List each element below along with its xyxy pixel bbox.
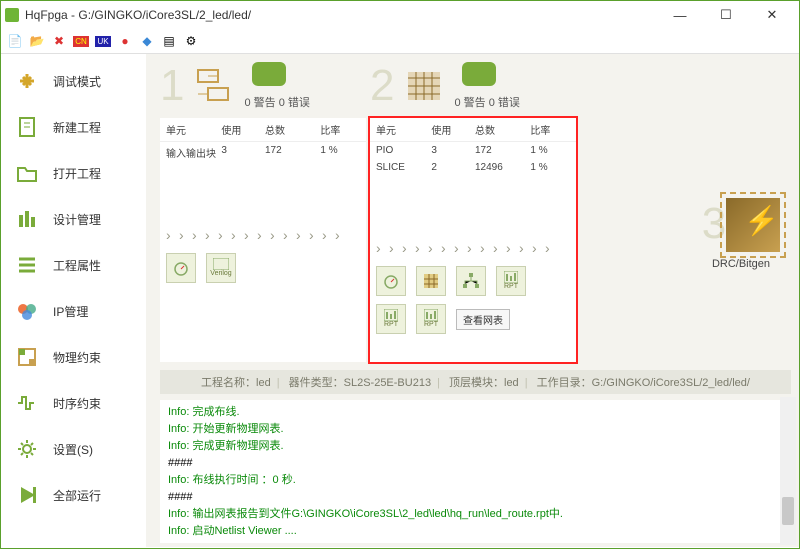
tb-doc-icon[interactable]: ▤ [161, 33, 177, 49]
panel-2: 单元使用总数比率 PIO31721 % SLICE2124961 % ›››››… [370, 118, 576, 362]
tb-flag-jp-icon[interactable]: ● [117, 33, 133, 49]
sidebar: 调试模式 新建工程 打开工程 设计管理 工程属性 IP管理 物理约束 时序约束 … [1, 54, 146, 547]
sidebar-item-openproj[interactable]: 打开工程 [1, 150, 146, 196]
log-line: Info: 完成更新物理网表. [168, 438, 783, 455]
stage1-icon [190, 64, 238, 108]
tb-new-icon[interactable]: 📄 [7, 33, 23, 49]
sidebar-item-debug[interactable]: 调试模式 [1, 58, 146, 104]
close-button[interactable]: ✕ [749, 1, 795, 29]
design-icon [15, 207, 39, 231]
stage-2: 2 0 警告 0 错误 单元使用总数比率 PIO31721 % SLICE212… [370, 60, 576, 362]
log-line: Info: 布线执行时间 ：0 秒. [168, 472, 783, 489]
sidebar-item-label: 设置(S) [53, 441, 93, 458]
minimize-button[interactable]: — [657, 1, 703, 29]
tb-open-icon[interactable]: 📂 [29, 33, 45, 49]
sidebar-item-label: 打开工程 [53, 165, 101, 182]
stage3-label: DRC/Bitgen [691, 258, 791, 270]
log-line: Info: 输出网表报告到文件G:\GINGKO\iCore3SL\2_led\… [168, 506, 783, 523]
tb-flag-uk-icon[interactable]: UK [95, 33, 111, 49]
tb-diamond-icon[interactable]: ◆ [139, 33, 155, 49]
divider-wave: ›››››››››››››› [370, 236, 576, 260]
panel-header: 单元使用总数比率 [160, 118, 366, 142]
toolbar: 📄 📂 ✖ CN UK ● ◆ ▤ ⚙ [1, 29, 799, 53]
sidebar-item-runall[interactable]: 全部运行 [1, 472, 146, 518]
ip-icon [15, 299, 39, 323]
sidebar-item-prop[interactable]: 工程属性 [1, 242, 146, 288]
log-line: Info: 开始更新物理网表. [168, 421, 783, 438]
log-line [168, 540, 783, 543]
stage-1: 1 0 警告 0 错误 单元使用总数比率 输入输出块31721 % ››››››… [160, 60, 366, 362]
openproj-icon [15, 161, 39, 185]
prop-icon [15, 253, 39, 277]
tool-tree-icon[interactable] [456, 266, 486, 296]
sidebar-item-ip[interactable]: IP管理 [1, 288, 146, 334]
scroll-thumb[interactable] [782, 497, 794, 525]
speech-bubble-icon: 0 警告 0 错误 [454, 62, 519, 110]
panel-1: 单元使用总数比率 输入输出块31721 % ›››››››››››››› Ver… [160, 118, 366, 362]
log-line: #### [168, 489, 783, 506]
debug-icon [15, 69, 39, 93]
sidebar-item-phys[interactable]: 物理约束 [1, 334, 146, 380]
table-row: PIO31721 % [370, 142, 576, 159]
stage-msg: 0 警告 0 错误 [244, 94, 309, 110]
stage-number: 1 [160, 64, 184, 108]
tool-rpt-icon[interactable]: RPT [416, 304, 446, 334]
status-bar: 工程名称：led| 器件类型：SL2S-25E-BU213| 顶层模块：led|… [160, 370, 791, 394]
sidebar-item-label: 时序约束 [53, 395, 101, 412]
log-line: Info: 启动Netlist Viewer .... [168, 523, 783, 540]
log-line: #### [168, 455, 783, 472]
tool-verilog-icon[interactable]: Verilog [206, 253, 236, 283]
timing-icon [15, 391, 39, 415]
table-row: 输入输出块31721 % [160, 142, 366, 163]
stage2-icon [400, 64, 448, 108]
tool-timer-icon[interactable] [166, 253, 196, 283]
stage-msg: 0 警告 0 错误 [454, 94, 519, 110]
title-bar: HqFpga - G:/GINGKO/iCore3SL/2_led/led/ —… [1, 1, 799, 29]
sidebar-item-label: 工程属性 [53, 257, 101, 274]
log-line: Info: 完成布线. [168, 404, 783, 421]
log-scrollbar[interactable] [780, 397, 796, 545]
tool-grid-icon[interactable] [416, 266, 446, 296]
table-row: SLICE2124961 % [370, 159, 576, 176]
phys-icon [15, 345, 39, 369]
main-area: 1 0 警告 0 错误 单元使用总数比率 输入输出块31721 % ››››››… [146, 54, 799, 547]
view-netlist-button[interactable]: 查看网表 [456, 309, 510, 330]
tb-gear-icon[interactable]: ⚙ [183, 33, 199, 49]
sidebar-item-timing[interactable]: 时序约束 [1, 380, 146, 426]
sidebar-item-label: 全部运行 [53, 487, 101, 504]
sidebar-item-label: 物理约束 [53, 349, 101, 366]
sidebar-item-design[interactable]: 设计管理 [1, 196, 146, 242]
sidebar-item-label: 调试模式 [53, 73, 101, 90]
settings-icon [15, 437, 39, 461]
sidebar-item-label: 新建工程 [53, 119, 101, 136]
sidebar-item-label: IP管理 [53, 303, 88, 320]
tool-timer-icon[interactable] [376, 266, 406, 296]
newproj-icon [15, 115, 39, 139]
chip-icon: ⚡ [726, 190, 780, 258]
tb-delete-icon[interactable]: ✖ [51, 33, 67, 49]
maximize-button[interactable]: ☐ [703, 1, 749, 29]
log-panel: Info: 完成布线.Info: 开始更新物理网表.Info: 完成更新物理网表… [160, 400, 791, 543]
runall-icon [15, 483, 39, 507]
stage-3: 3 ⚡ DRC/Bitgen [691, 190, 791, 270]
tool-rpt-icon[interactable]: RPT [376, 304, 406, 334]
window-title: HqFpga - G:/GINGKO/iCore3SL/2_led/led/ [25, 8, 251, 22]
sidebar-item-label: 设计管理 [53, 211, 101, 228]
sidebar-item-settings[interactable]: 设置(S) [1, 426, 146, 472]
app-logo-icon [5, 8, 19, 22]
tool-rpt-icon[interactable]: RPT [496, 266, 526, 296]
sidebar-item-newproj[interactable]: 新建工程 [1, 104, 146, 150]
tb-flag-cn-icon[interactable]: CN [73, 33, 89, 49]
divider-wave: ›››››››››››››› [160, 223, 366, 247]
speech-bubble-icon: 0 警告 0 错误 [244, 62, 309, 110]
stage-number: 2 [370, 64, 394, 108]
panel-header: 单元使用总数比率 [370, 118, 576, 142]
